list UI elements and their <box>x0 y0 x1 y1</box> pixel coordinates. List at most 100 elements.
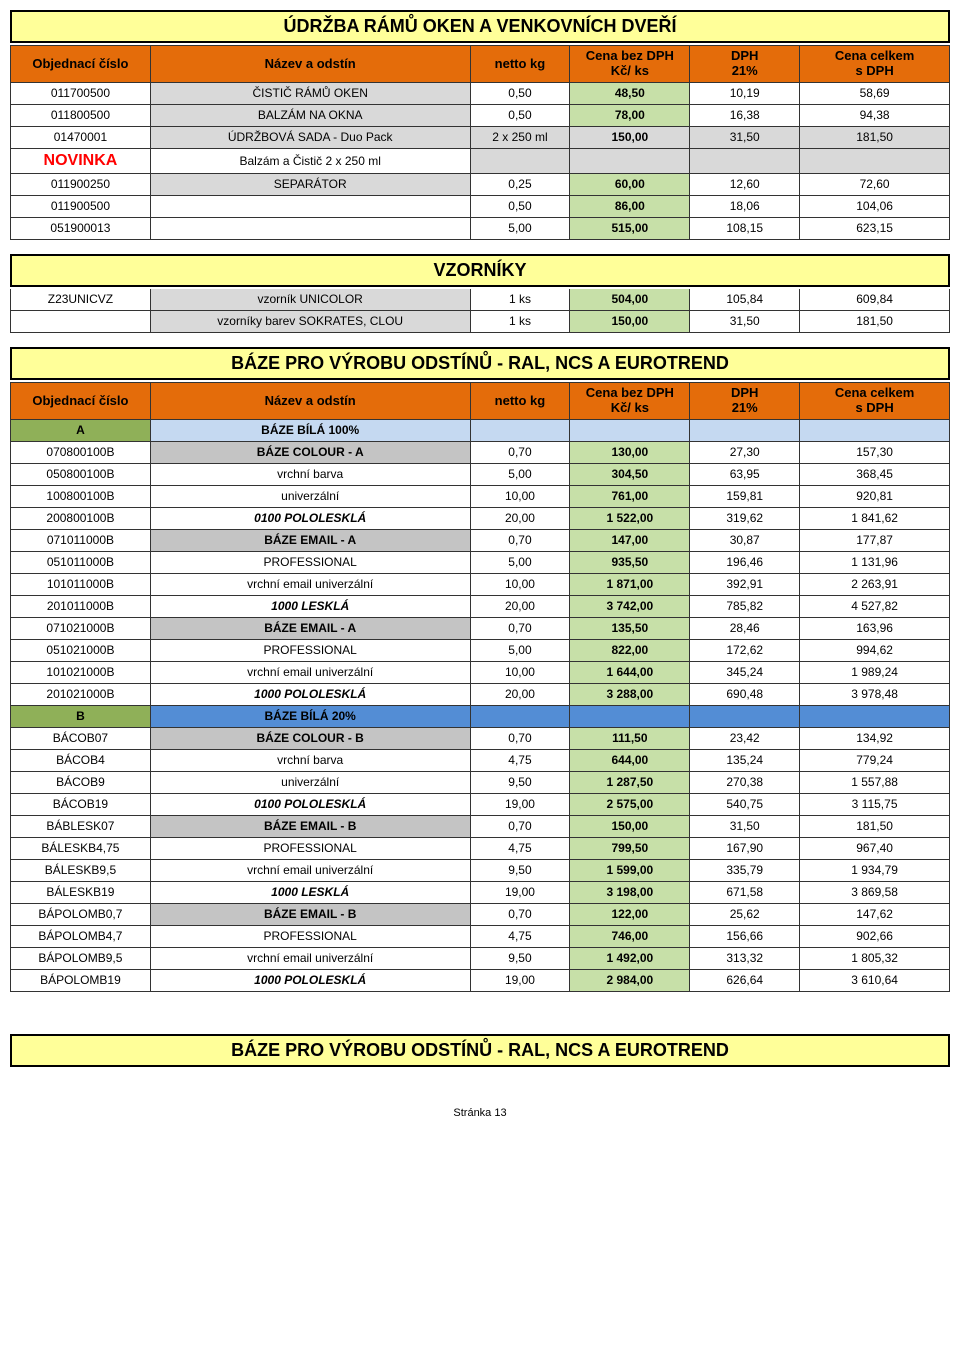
cell-celkem: 157,30 <box>800 442 950 464</box>
cell-celkem: 177,87 <box>800 530 950 552</box>
hdr-dph: DPH 21% <box>690 382 800 420</box>
hdr-cena-bez-2: Kč/ ks <box>611 64 649 79</box>
table-row: BÁCOB9univerzální9,501 287,50270,381 557… <box>10 772 950 794</box>
cell-celkem: 902,66 <box>800 926 950 948</box>
table-row: BÁCOB190100 POLOLESKLÁ19,002 575,00540,7… <box>10 794 950 816</box>
cell-cena-bez: 304,50 <box>570 464 690 486</box>
cell-celkem: 920,81 <box>800 486 950 508</box>
cell-nazev: 1000 LESKLÁ <box>151 882 471 904</box>
hdr-celkem: Cena celkem s DPH <box>800 45 950 83</box>
cell-cena-bez: 130,00 <box>570 442 690 464</box>
cell-netto: 1 ks <box>471 289 571 311</box>
cell-obj: 051021000B <box>11 640 151 662</box>
table-row: BÁPOLOMB191000 POLOLESKLÁ19,002 984,0062… <box>10 970 950 992</box>
table-row: 071011000BBÁZE EMAIL - A0,70147,0030,871… <box>10 530 950 552</box>
cell-celkem: 3 610,64 <box>800 970 950 992</box>
cell-celkem: 779,24 <box>800 750 950 772</box>
cell-netto: 4,75 <box>471 926 571 948</box>
cell-celkem: 994,62 <box>800 640 950 662</box>
cell-obj: BÁLESKB4,75 <box>11 838 151 860</box>
cell-cena-bez: 746,00 <box>570 926 690 948</box>
cell-cena-bez: 1 522,00 <box>570 508 690 530</box>
table-row: Z23UNICVZvzorník UNICOLOR1 ks504,00105,8… <box>10 289 950 311</box>
cell-nazev: 1000 POLOLESKLÁ <box>151 970 471 992</box>
table-row: 051021000BPROFESSIONAL5,00822,00172,6299… <box>10 640 950 662</box>
cell-nazev: vrchní email univerzální <box>151 662 471 684</box>
table-row: 051011000BPROFESSIONAL5,00935,50196,461 … <box>10 552 950 574</box>
hdr-dph-1: DPH <box>731 49 758 64</box>
cell-nazev: BALZÁM NA OKNA <box>151 105 471 127</box>
cell-dph: 335,79 <box>690 860 800 882</box>
cell-dph: 135,24 <box>690 750 800 772</box>
table-row: 070800100BBÁZE COLOUR - A0,70130,0027,30… <box>10 442 950 464</box>
cell-obj: BÁLESKB19 <box>11 882 151 904</box>
table-row: BÁLESKB191000 LESKLÁ19,003 198,00671,583… <box>10 882 950 904</box>
cell-dph: 31,50 <box>690 127 800 149</box>
table-row: BÁPOLOMB9,5vrchní email univerzální9,501… <box>10 948 950 970</box>
hdr-nazev: Název a odstín <box>151 45 471 83</box>
cell-cena-bez: 515,00 <box>570 218 690 240</box>
table-header-3: Objednací číslo Název a odstín netto kg … <box>10 382 950 420</box>
cell-obj: BÁCOB07 <box>11 728 151 750</box>
cell-dph: 626,64 <box>690 970 800 992</box>
section3-title: BÁZE PRO VÝROBU ODSTÍNŮ - RAL, NCS A EUR… <box>10 347 950 380</box>
table-row: 201011000B1000 LESKLÁ20,003 742,00785,82… <box>10 596 950 618</box>
cell-netto: 0,70 <box>471 728 571 750</box>
table-row: 0119005000,5086,0018,06104,06 <box>10 196 950 218</box>
cell-cena-bez: 1 492,00 <box>570 948 690 970</box>
cell-obj: 071021000B <box>11 618 151 640</box>
table-row: 071021000BBÁZE EMAIL - A0,70135,5028,461… <box>10 618 950 640</box>
cell-dph: 167,90 <box>690 838 800 860</box>
cell-nazev: PROFESSIONAL <box>151 552 471 574</box>
cell-netto <box>471 149 571 174</box>
cell-nazev: vrchní email univerzální <box>151 574 471 596</box>
hdr-netto: netto kg <box>471 382 571 420</box>
cell-obj: 011900250 <box>11 174 151 196</box>
cell-cena-bez: 150,00 <box>570 127 690 149</box>
cell-dph: 105,84 <box>690 289 800 311</box>
cell-nazev: BÁZE EMAIL - A <box>151 618 471 640</box>
cell-netto: 19,00 <box>471 970 571 992</box>
table-row: BÁCOB07BÁZE COLOUR - B0,70111,5023,42134… <box>10 728 950 750</box>
cell-cena-bez: 111,50 <box>570 728 690 750</box>
cell-dph: 159,81 <box>690 486 800 508</box>
cell-nazev: BÁZE EMAIL - A <box>151 530 471 552</box>
table-row: 050800100Bvrchní barva5,00304,5063,95368… <box>10 464 950 486</box>
cell-dph: 31,50 <box>690 816 800 838</box>
cell-cena-bez: 799,50 <box>570 838 690 860</box>
section2-title: VZORNÍKY <box>10 254 950 287</box>
cell-nazev: PROFESSIONAL <box>151 640 471 662</box>
cell-nazev: vrchní email univerzální <box>151 860 471 882</box>
cell-nazev: univerzální <box>151 772 471 794</box>
cell-netto: 10,00 <box>471 574 571 596</box>
cell-cena-bez: 2 575,00 <box>570 794 690 816</box>
cell-cena-bez: 147,00 <box>570 530 690 552</box>
cell-cena-bez: 761,00 <box>570 486 690 508</box>
cell-cena-bez: 2 984,00 <box>570 970 690 992</box>
cell-netto: 20,00 <box>471 684 571 706</box>
cell-celkem <box>800 149 950 174</box>
cell-nazev <box>151 196 471 218</box>
cell-obj: BÁPOLOMB19 <box>11 970 151 992</box>
cell-netto: 5,00 <box>471 640 571 662</box>
cell-nazev: BÁZE COLOUR - B <box>151 728 471 750</box>
cell-netto: 9,50 <box>471 948 571 970</box>
cell-cena-bez: 78,00 <box>570 105 690 127</box>
cell-dph: 196,46 <box>690 552 800 574</box>
cell-dph: 319,62 <box>690 508 800 530</box>
cell-netto: 0,70 <box>471 442 571 464</box>
cell-celkem: 58,69 <box>800 83 950 105</box>
cell-celkem: 181,50 <box>800 816 950 838</box>
cell-nazev: vzorníky barev SOKRATES, CLOU <box>151 311 471 333</box>
cell-celkem: 72,60 <box>800 174 950 196</box>
cell-dph: 392,91 <box>690 574 800 596</box>
cell-netto: 0,50 <box>471 196 571 218</box>
cell-nazev: PROFESSIONAL <box>151 926 471 948</box>
cell-obj: 101021000B <box>11 662 151 684</box>
cell-nazev: 1000 LESKLÁ <box>151 596 471 618</box>
cell-obj: 101011000B <box>11 574 151 596</box>
cell-nazev: BÁZE EMAIL - B <box>151 904 471 926</box>
cell-obj: BÁPOLOMB9,5 <box>11 948 151 970</box>
table-row: 011800500BALZÁM NA OKNA0,5078,0016,3894,… <box>10 105 950 127</box>
hdr-netto: netto kg <box>471 45 571 83</box>
